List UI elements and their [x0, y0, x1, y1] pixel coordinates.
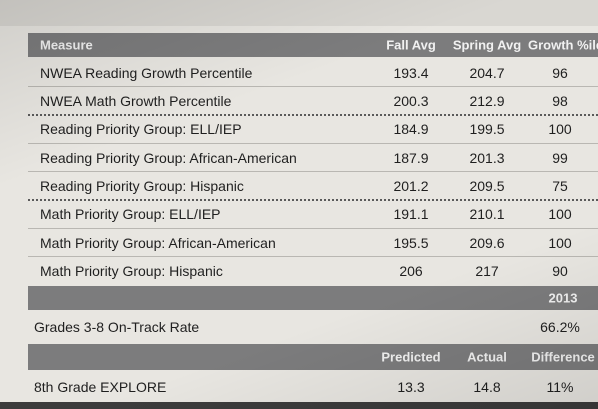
row-spring-avg: 209.6: [469, 235, 505, 251]
table-row: Math Priority Group: ELL/IEP 191.1 210.1…: [28, 200, 598, 228]
explore-label: 8th Grade EXPLORE: [34, 379, 167, 395]
row-divider: [28, 256, 598, 257]
explore-row: 8th Grade EXPLORE 13.3 14.8 11%: [28, 373, 598, 401]
explore-difference: 11%: [546, 379, 574, 395]
row-fall-avg: 206: [399, 263, 423, 279]
table-row: Math Priority Group: African-American 19…: [28, 229, 598, 257]
table-header: Measure Fall Avg Spring Avg Growth %ile: [28, 33, 598, 57]
table-row: NWEA Reading Growth Percentile 193.4 204…: [28, 59, 598, 87]
row-spring-avg: 210.1: [469, 206, 505, 222]
table-row: Reading Priority Group: ELL/IEP 184.9 19…: [28, 115, 598, 143]
table-row: NWEA Math Growth Percentile 200.3 212.9 …: [28, 87, 598, 115]
row-label: NWEA Math Growth Percentile: [40, 93, 232, 109]
row-growth: 75: [552, 178, 568, 194]
header-actual: Actual: [467, 349, 507, 365]
group-divider: [28, 199, 598, 201]
group-divider: [28, 114, 598, 116]
explore-header: Predicted Actual Difference: [28, 344, 598, 370]
explore-predicted: 13.3: [397, 379, 425, 395]
row-label: Math Priority Group: African-American: [40, 235, 276, 251]
row-spring-avg: 199.5: [469, 121, 505, 137]
row-growth: 100: [548, 206, 572, 222]
row-fall-avg: 184.9: [393, 121, 429, 137]
table-row: Reading Priority Group: Hispanic 201.2 2…: [28, 172, 598, 200]
row-spring-avg: 217: [475, 263, 499, 279]
ontrack-label: Grades 3-8 On-Track Rate: [34, 319, 200, 335]
header-measure: Measure: [40, 37, 93, 53]
page-bottom-edge: [0, 402, 598, 409]
row-label: Reading Priority Group: Hispanic: [40, 178, 244, 194]
row-spring-avg: 212.9: [469, 93, 505, 109]
row-growth: 90: [552, 263, 568, 279]
ontrack-value: 66.2%: [540, 319, 580, 335]
row-label: Math Priority Group: ELL/IEP: [40, 206, 221, 222]
header-growth-percentile: Growth %ile: [528, 37, 598, 53]
row-divider: [28, 171, 598, 172]
row-spring-avg: 209.5: [469, 178, 505, 194]
row-divider: [28, 228, 598, 229]
row-fall-avg: 193.4: [393, 65, 429, 81]
row-growth: 99: [552, 150, 568, 166]
header-difference: Difference: [531, 349, 595, 365]
row-growth: 96: [552, 65, 568, 81]
row-divider: [28, 143, 598, 144]
table-row: Math Priority Group: Hispanic 206 217 90: [28, 257, 598, 285]
page-top-strip: [0, 0, 598, 26]
header-year: 2013: [548, 290, 578, 306]
row-fall-avg: 187.9: [393, 150, 429, 166]
explore-actual: 14.8: [473, 379, 501, 395]
header-predicted: Predicted: [381, 349, 441, 365]
row-growth: 100: [548, 235, 572, 251]
row-label: Math Priority Group: Hispanic: [40, 263, 223, 279]
row-spring-avg: 201.3: [469, 150, 505, 166]
table-row: Reading Priority Group: African-American…: [28, 144, 598, 172]
row-label: NWEA Reading Growth Percentile: [40, 65, 253, 81]
row-fall-avg: 191.1: [393, 206, 429, 222]
row-fall-avg: 200.3: [393, 93, 429, 109]
row-label: Reading Priority Group: African-American: [40, 150, 297, 166]
row-label: Reading Priority Group: ELL/IEP: [40, 121, 242, 137]
row-fall-avg: 201.2: [393, 178, 429, 194]
header-spring-avg: Spring Avg: [452, 37, 522, 53]
ontrack-header: 2013: [28, 286, 598, 310]
ontrack-row: Grades 3-8 On-Track Rate 66.2%: [28, 313, 598, 341]
row-spring-avg: 204.7: [469, 65, 505, 81]
row-growth: 98: [552, 93, 568, 109]
row-divider: [28, 86, 598, 87]
row-fall-avg: 195.5: [393, 235, 429, 251]
row-growth: 100: [548, 121, 572, 137]
header-fall-avg: Fall Avg: [386, 37, 436, 53]
